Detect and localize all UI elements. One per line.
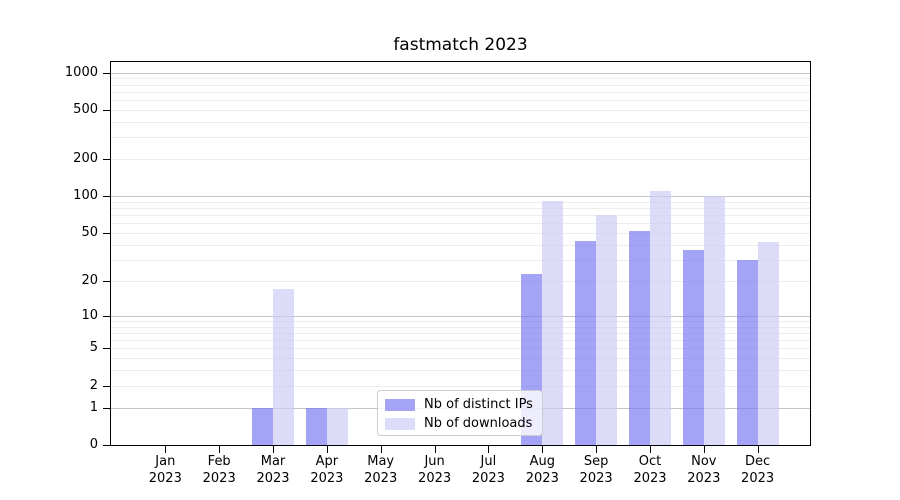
legend-label-downloads: Nb of downloads (424, 416, 533, 431)
chart-title: fastmatch 2023 (393, 35, 528, 55)
y-tick-mark (103, 348, 111, 350)
y-gridline-minor (111, 370, 810, 372)
y-gridline-minor (111, 223, 810, 225)
x-tick-mark (165, 446, 167, 453)
x-tick-label-nov: Nov 2023 (687, 454, 721, 486)
y-gridline-minor (111, 78, 810, 80)
y-tick-label: 200 (73, 151, 98, 167)
bar-distinct-ips-sep (575, 241, 597, 445)
y-gridline-minor (111, 100, 810, 102)
y-gridline-minor (111, 340, 810, 342)
x-tick-mark (219, 446, 221, 453)
y-tick-mark (103, 196, 111, 198)
y-tick-label: 100 (73, 188, 98, 204)
x-tick-mark (703, 446, 705, 453)
y-gridline-minor (111, 159, 810, 161)
x-tick-label-aug: Aug 2023 (525, 454, 559, 486)
x-tick-label-oct: Oct 2023 (633, 454, 667, 486)
y-gridline-minor (111, 84, 810, 86)
x-tick-label-jan: Jan 2023 (148, 454, 182, 486)
y-tick-label: 50 (81, 225, 98, 241)
legend-swatch-distinct-ips (385, 398, 415, 411)
x-tick-mark (757, 446, 759, 453)
y-gridline-minor (111, 109, 810, 111)
y-tick-mark (103, 109, 111, 111)
bar-distinct-ips-mar (252, 407, 273, 445)
x-tick-label-sep: Sep 2023 (579, 454, 613, 486)
x-tick-label-mar: Mar 2023 (256, 454, 290, 486)
bar-downloads-mar (273, 289, 294, 445)
y-tick-mark (103, 445, 111, 446)
x-tick-mark (326, 446, 328, 453)
bar-downloads-nov (703, 195, 725, 445)
y-gridline-minor (111, 121, 810, 123)
legend: Nb of distinct IPs Nb of downloads (377, 390, 543, 436)
y-gridline-minor (111, 91, 810, 93)
x-tick-label-jul: Jul 2023 (471, 454, 505, 486)
y-gridline-minor (111, 385, 810, 387)
bar-distinct-ips-apr (305, 407, 327, 445)
bar-downloads-dec (757, 242, 779, 445)
bar-downloads-aug (542, 200, 564, 445)
bar-downloads-oct (650, 191, 671, 445)
y-tick-label: 20 (81, 272, 98, 288)
plot-area (110, 61, 811, 446)
legend-swatch-downloads (385, 417, 415, 430)
y-gridline-minor (111, 208, 810, 210)
y-tick-label: 5 (89, 340, 98, 356)
y-tick-label: 0 (89, 437, 98, 452)
y-tick-label: 1 (89, 399, 98, 415)
y-tick-mark (103, 315, 111, 317)
x-tick-mark (273, 446, 274, 453)
x-tick-mark (434, 446, 436, 453)
x-tick-mark (596, 446, 598, 453)
y-tick-mark (103, 280, 111, 282)
y-gridline-minor (111, 326, 810, 328)
y-gridline-minor (111, 348, 810, 350)
bar-downloads-sep (596, 215, 618, 445)
x-tick-mark (488, 446, 490, 453)
y-gridline-minor (111, 137, 810, 139)
bar-distinct-ips-nov (682, 250, 704, 445)
x-tick-mark (542, 446, 544, 453)
y-tick-label: 500 (73, 101, 98, 117)
y-tick-mark (103, 72, 111, 74)
x-tick-label-may: May 2023 (364, 454, 398, 486)
x-tick-label-apr: Apr 2023 (310, 454, 344, 486)
legend-row: Nb of distinct IPs (385, 395, 542, 414)
y-gridline-major (111, 315, 810, 317)
y-gridline-minor (111, 215, 810, 217)
y-gridline-major (111, 196, 810, 198)
y-gridline-minor (111, 233, 810, 235)
x-tick-label-dec: Dec 2023 (741, 454, 775, 486)
x-tick-label-jun: Jun 2023 (418, 454, 452, 486)
legend-label-distinct-ips: Nb of distinct IPs (424, 397, 533, 412)
y-gridline-major (111, 72, 810, 74)
bar-distinct-ips-oct (629, 231, 650, 445)
legend-row: Nb of downloads (385, 414, 542, 433)
y-gridline-minor (111, 259, 810, 261)
y-tick-label: 1000 (64, 64, 98, 80)
bar-downloads-apr (326, 407, 348, 445)
x-tick-mark (380, 446, 382, 453)
y-tick-label: 2 (89, 377, 98, 393)
y-gridline-minor (111, 320, 810, 322)
bar-distinct-ips-dec (736, 259, 758, 445)
y-gridline-minor (111, 244, 810, 246)
x-tick-label-feb: Feb 2023 (202, 454, 236, 486)
y-gridline-minor (111, 332, 810, 334)
y-gridline-minor (111, 358, 810, 360)
y-tick-mark (103, 385, 111, 387)
y-gridline-minor (111, 280, 810, 282)
y-tick-mark (103, 407, 111, 409)
y-gridline-minor (111, 201, 810, 203)
y-tick-mark (103, 233, 111, 235)
y-tick-label: 10 (81, 307, 98, 323)
y-tick-mark (103, 159, 111, 161)
x-tick-mark (650, 446, 651, 453)
